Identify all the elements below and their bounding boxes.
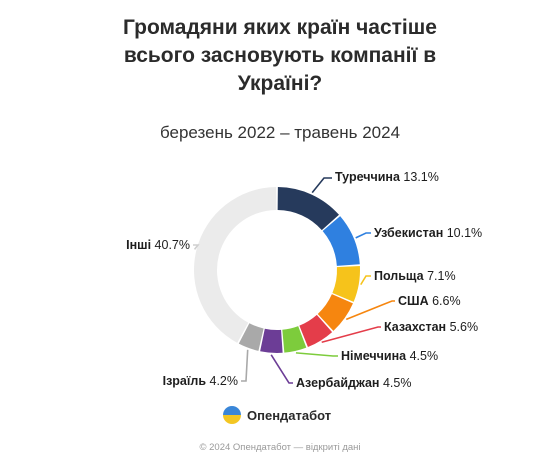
chart-title-line-2: всього засновують компанії в bbox=[123, 44, 437, 67]
chart-title-line-3: Україні? bbox=[237, 72, 323, 95]
label-інші: Інші 40.7% bbox=[126, 238, 190, 252]
label-азербайджан: Азербайджан 4.5% bbox=[296, 376, 411, 390]
label-ізраїль: Ізраїль 4.2% bbox=[163, 374, 238, 388]
label-name-узбекистан: Узбекистан bbox=[374, 226, 443, 240]
label-leader-lines bbox=[193, 177, 395, 384]
slice-labels: Туреччина 13.1% Узбекистан 10.1% Польща 7.… bbox=[126, 170, 482, 390]
label-name-німеччина: Німеччина bbox=[341, 349, 407, 363]
chart-title-line-1: Громадяни яких країн частіше bbox=[123, 16, 437, 39]
leader-сша bbox=[345, 300, 395, 321]
label-name-азербайджан: Азербайджан bbox=[296, 376, 379, 390]
slice-узбекистан bbox=[322, 216, 360, 266]
label-value-туреччина: 13.1% bbox=[400, 170, 439, 184]
brand-name: Опендатабот bbox=[247, 407, 332, 423]
label-name-інші: Інші bbox=[126, 238, 151, 252]
label-казахстан: Казахстан 5.6% bbox=[384, 320, 478, 334]
leader-узбекистан bbox=[355, 232, 371, 239]
leader-казахстан bbox=[321, 326, 381, 344]
footer-copyright: © 2024 Опендатабот — відкриті дані bbox=[199, 442, 361, 453]
label-туреччина: Туреччина 13.1% bbox=[335, 170, 439, 184]
chart-subtitle: березень 2022 – травень 2024 bbox=[159, 123, 401, 142]
label-value-польща: 7.1% bbox=[424, 269, 456, 283]
label-name-польща: Польща bbox=[374, 269, 425, 283]
leader-польща bbox=[360, 275, 371, 286]
label-value-інші: 40.7% bbox=[151, 238, 190, 252]
leader-азербайджан bbox=[270, 354, 293, 384]
label-name-ізраїль: Ізраїль bbox=[163, 374, 207, 388]
label-value-ізраїль: 4.2% bbox=[206, 374, 238, 388]
label-value-німеччина: 4.5% bbox=[406, 349, 438, 363]
opendatabot-logo-icon bbox=[223, 406, 241, 424]
label-польща: Польща 7.1% bbox=[374, 269, 456, 283]
label-value-казахстан: 5.6% bbox=[446, 320, 478, 334]
label-value-сша: 6.6% bbox=[429, 294, 461, 308]
slice-інші bbox=[194, 187, 277, 343]
leader-інші bbox=[193, 244, 200, 250]
label-сша: США 6.6% bbox=[398, 294, 461, 308]
label-name-казахстан: Казахстан bbox=[384, 320, 446, 334]
leader-ізраїль bbox=[241, 349, 249, 382]
slice-ізраїль bbox=[238, 323, 264, 351]
brand: Опендатабот bbox=[223, 402, 331, 428]
leader-німеччина bbox=[295, 352, 338, 357]
label-name-сша: США bbox=[398, 294, 429, 308]
leader-туреччина bbox=[311, 177, 332, 194]
donut-slices bbox=[194, 187, 360, 353]
slice-казахстан bbox=[299, 314, 333, 348]
slice-азербайджан bbox=[260, 328, 283, 353]
label-value-азербайджан: 4.5% bbox=[379, 376, 411, 390]
label-німеччина: Німеччина 4.5% bbox=[341, 349, 438, 363]
label-name-туреччина: Туреччина bbox=[335, 170, 401, 184]
label-узбекистан: Узбекистан 10.1% bbox=[374, 226, 482, 240]
label-value-узбекистан: 10.1% bbox=[443, 226, 482, 240]
chart-title: Громадяни яких країн частіше всього засн… bbox=[0, 14, 560, 98]
slice-туреччина bbox=[277, 187, 339, 231]
slice-німеччина bbox=[282, 326, 307, 353]
slice-сша bbox=[317, 294, 353, 331]
slice-польща bbox=[332, 266, 360, 302]
